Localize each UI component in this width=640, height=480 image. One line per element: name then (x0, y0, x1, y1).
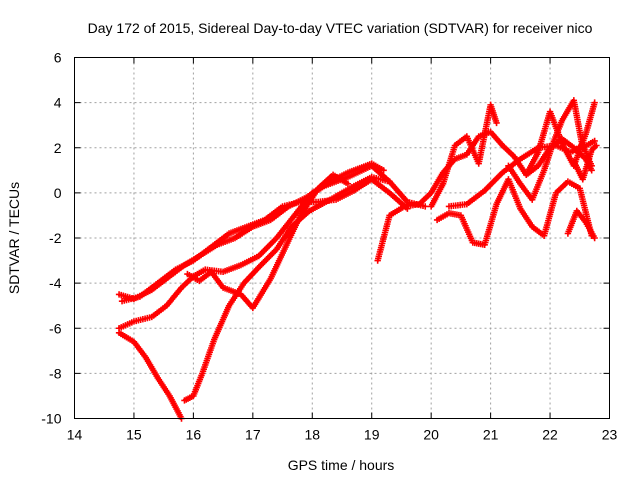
x-tick-label: 22 (542, 427, 558, 443)
plot-frame (74, 57, 610, 419)
data-point (591, 137, 598, 145)
data-point (422, 203, 429, 210)
x-tick-label: 17 (245, 427, 261, 443)
x-tick-label: 15 (126, 427, 142, 443)
y-tick-label: 6 (54, 50, 62, 66)
series-arc-6 (184, 171, 352, 312)
y-tick-label: -10 (41, 411, 61, 427)
series-arc-12 (523, 99, 598, 179)
data-point (591, 99, 598, 106)
x-tick-label: 16 (186, 427, 202, 443)
series-arc-8 (427, 101, 500, 210)
data-point (380, 167, 387, 174)
series-arc-2 (118, 176, 411, 305)
x-axis-label: GPS time / hours (288, 457, 395, 473)
chart-title: Day 172 of 2015, Sidereal Day-to-day VTE… (88, 20, 593, 36)
series-arc-4 (115, 329, 185, 422)
y-tick-label: -2 (49, 230, 62, 246)
series-arc-13 (564, 207, 598, 242)
x-tick-label: 19 (364, 427, 380, 443)
x-tick-label: 20 (423, 427, 439, 443)
x-tick-label: 14 (67, 427, 83, 443)
y-axis-label: SDTVAR / TECUs (6, 182, 22, 294)
tick-labels: 14 15 16 17 18 19 20 21 22 23 -10 -8 -6 -4 -2 0 2 4 6 (41, 50, 617, 443)
data-point (593, 142, 600, 149)
data-point (344, 180, 352, 188)
data-marks (115, 97, 600, 422)
data-point (493, 119, 500, 127)
x-tick-label: 18 (304, 427, 320, 443)
y-tick-label: -8 (49, 365, 62, 381)
series-arc-9 (433, 176, 595, 248)
x-tick-label: 21 (483, 427, 499, 443)
y-tick-label: 2 (54, 140, 62, 156)
x-tick-label: 23 (602, 427, 618, 443)
grid (74, 57, 610, 419)
data-point (386, 178, 393, 185)
data-point (588, 162, 595, 169)
y-tick-label: -6 (49, 320, 62, 336)
y-tick-label: -4 (49, 275, 62, 291)
y-tick-label: 0 (54, 185, 62, 201)
data-point (591, 234, 598, 242)
series-arc-14 (570, 142, 600, 183)
y-tick-label: 4 (54, 95, 62, 111)
